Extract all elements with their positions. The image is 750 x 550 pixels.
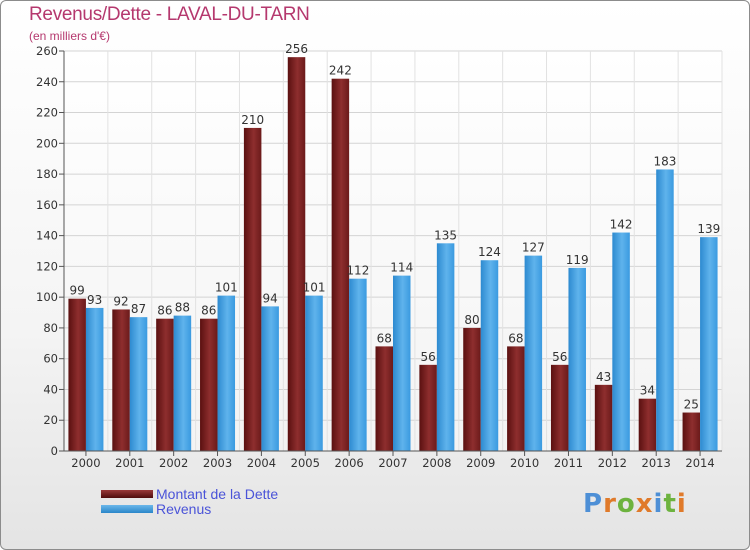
bar-dette xyxy=(200,318,218,451)
x-tick-label: 2000 xyxy=(71,456,100,470)
bar-dette xyxy=(463,327,481,451)
bar-revenus xyxy=(349,278,367,451)
x-tick-label: 2001 xyxy=(115,456,144,470)
legend-label-revenus: Revenus xyxy=(156,501,212,517)
y-tick-label: 200 xyxy=(36,136,58,150)
bar-revenus xyxy=(129,317,148,451)
data-label-dette: 25 xyxy=(684,398,699,412)
data-label-revenus: 127 xyxy=(522,241,545,255)
data-label-dette: 68 xyxy=(508,331,523,345)
y-tick-label: 240 xyxy=(36,75,58,89)
y-tick-label: 40 xyxy=(43,382,58,396)
x-tick-label: 2008 xyxy=(422,456,451,470)
data-label-dette: 86 xyxy=(157,304,172,318)
x-tick-label: 2005 xyxy=(291,456,320,470)
bar-dette xyxy=(419,364,437,451)
bar-dette xyxy=(243,127,262,451)
data-label-revenus: 88 xyxy=(175,301,190,315)
data-label-dette: 56 xyxy=(420,350,435,364)
data-label-dette: 210 xyxy=(241,113,264,127)
data-label-revenus: 87 xyxy=(131,302,146,316)
data-label-dette: 80 xyxy=(464,313,479,327)
data-label-dette: 99 xyxy=(70,284,85,298)
data-label-dette: 34 xyxy=(640,384,655,398)
y-tick-label: 80 xyxy=(43,321,58,335)
data-label-revenus: 101 xyxy=(303,281,326,295)
bar-dette xyxy=(156,318,174,451)
x-tick-label: 2006 xyxy=(334,456,363,470)
bar-revenus xyxy=(524,255,543,451)
y-tick-label: 60 xyxy=(43,352,58,366)
bar-dette xyxy=(507,346,525,451)
bar-dette xyxy=(550,364,569,451)
x-tick-label: 2003 xyxy=(203,456,232,470)
bar-dette xyxy=(287,57,306,452)
bar-dette xyxy=(594,384,613,451)
data-label-revenus: 101 xyxy=(215,281,238,295)
bar-revenus xyxy=(85,307,104,451)
bar-revenus xyxy=(261,306,279,451)
data-label-dette: 86 xyxy=(201,304,216,318)
x-tick-label: 2010 xyxy=(510,456,539,470)
data-label-dette: 242 xyxy=(329,64,352,78)
bar-revenus xyxy=(217,295,236,451)
bar-revenus xyxy=(173,315,192,451)
bar-revenus xyxy=(700,237,718,451)
proxiti-logo: Proxiti xyxy=(583,489,687,519)
data-label-revenus: 142 xyxy=(610,218,633,232)
y-tick-label: 220 xyxy=(36,106,58,120)
data-label-revenus: 112 xyxy=(346,264,369,278)
data-label-revenus: 94 xyxy=(263,291,278,305)
x-tick-label: 2009 xyxy=(466,456,495,470)
legend-swatch-dette xyxy=(101,490,153,498)
y-tick-label: 260 xyxy=(36,44,58,58)
data-label-revenus: 93 xyxy=(87,293,102,307)
bar-dette xyxy=(112,309,130,451)
x-tick-label: 2011 xyxy=(554,456,583,470)
chart-title: Revenus/Dette - LAVAL-DU-TARN xyxy=(29,4,310,25)
data-label-revenus: 119 xyxy=(566,253,589,267)
y-tick-label: 120 xyxy=(36,259,58,273)
x-tick-label: 2012 xyxy=(598,456,627,470)
bar-dette xyxy=(375,346,393,451)
bar-revenus xyxy=(568,267,586,451)
chart-subtitle: (en milliers d'€) xyxy=(29,29,110,43)
data-label-dette: 92 xyxy=(113,294,128,308)
y-tick-label: 100 xyxy=(36,290,58,304)
bar-revenus xyxy=(612,232,630,451)
data-label-revenus: 124 xyxy=(478,245,501,259)
legend-label-dette: Montant de la Dette xyxy=(156,486,279,502)
bar-revenus xyxy=(305,295,323,451)
y-tick-label: 20 xyxy=(43,413,58,427)
data-label-dette: 68 xyxy=(377,331,392,345)
bar-revenus xyxy=(393,275,411,451)
bar-dette xyxy=(331,78,350,451)
data-label-dette: 256 xyxy=(285,42,308,56)
y-tick-label: 140 xyxy=(36,229,58,243)
y-tick-label: 0 xyxy=(51,444,58,458)
data-label-dette: 56 xyxy=(552,350,567,364)
bar-dette xyxy=(638,398,657,451)
x-tick-label: 2004 xyxy=(247,456,276,470)
y-tick-label: 160 xyxy=(36,198,58,212)
bar-dette xyxy=(682,412,701,451)
data-label-revenus: 139 xyxy=(697,222,720,236)
data-label-dette: 43 xyxy=(596,370,611,384)
y-tick-label: 180 xyxy=(36,167,58,181)
bar-revenus xyxy=(480,260,499,451)
bar-revenus xyxy=(656,169,674,451)
x-tick-label: 2013 xyxy=(642,456,671,470)
legend-swatch-revenus xyxy=(101,505,153,513)
x-tick-label: 2002 xyxy=(159,456,188,470)
x-tick-label: 2007 xyxy=(378,456,407,470)
data-label-revenus: 114 xyxy=(390,261,413,275)
x-tick-label: 2014 xyxy=(685,456,714,470)
bar-dette xyxy=(68,298,86,451)
data-label-revenus: 183 xyxy=(653,154,676,168)
data-label-revenus: 135 xyxy=(434,228,457,242)
bar-revenus xyxy=(436,243,455,451)
